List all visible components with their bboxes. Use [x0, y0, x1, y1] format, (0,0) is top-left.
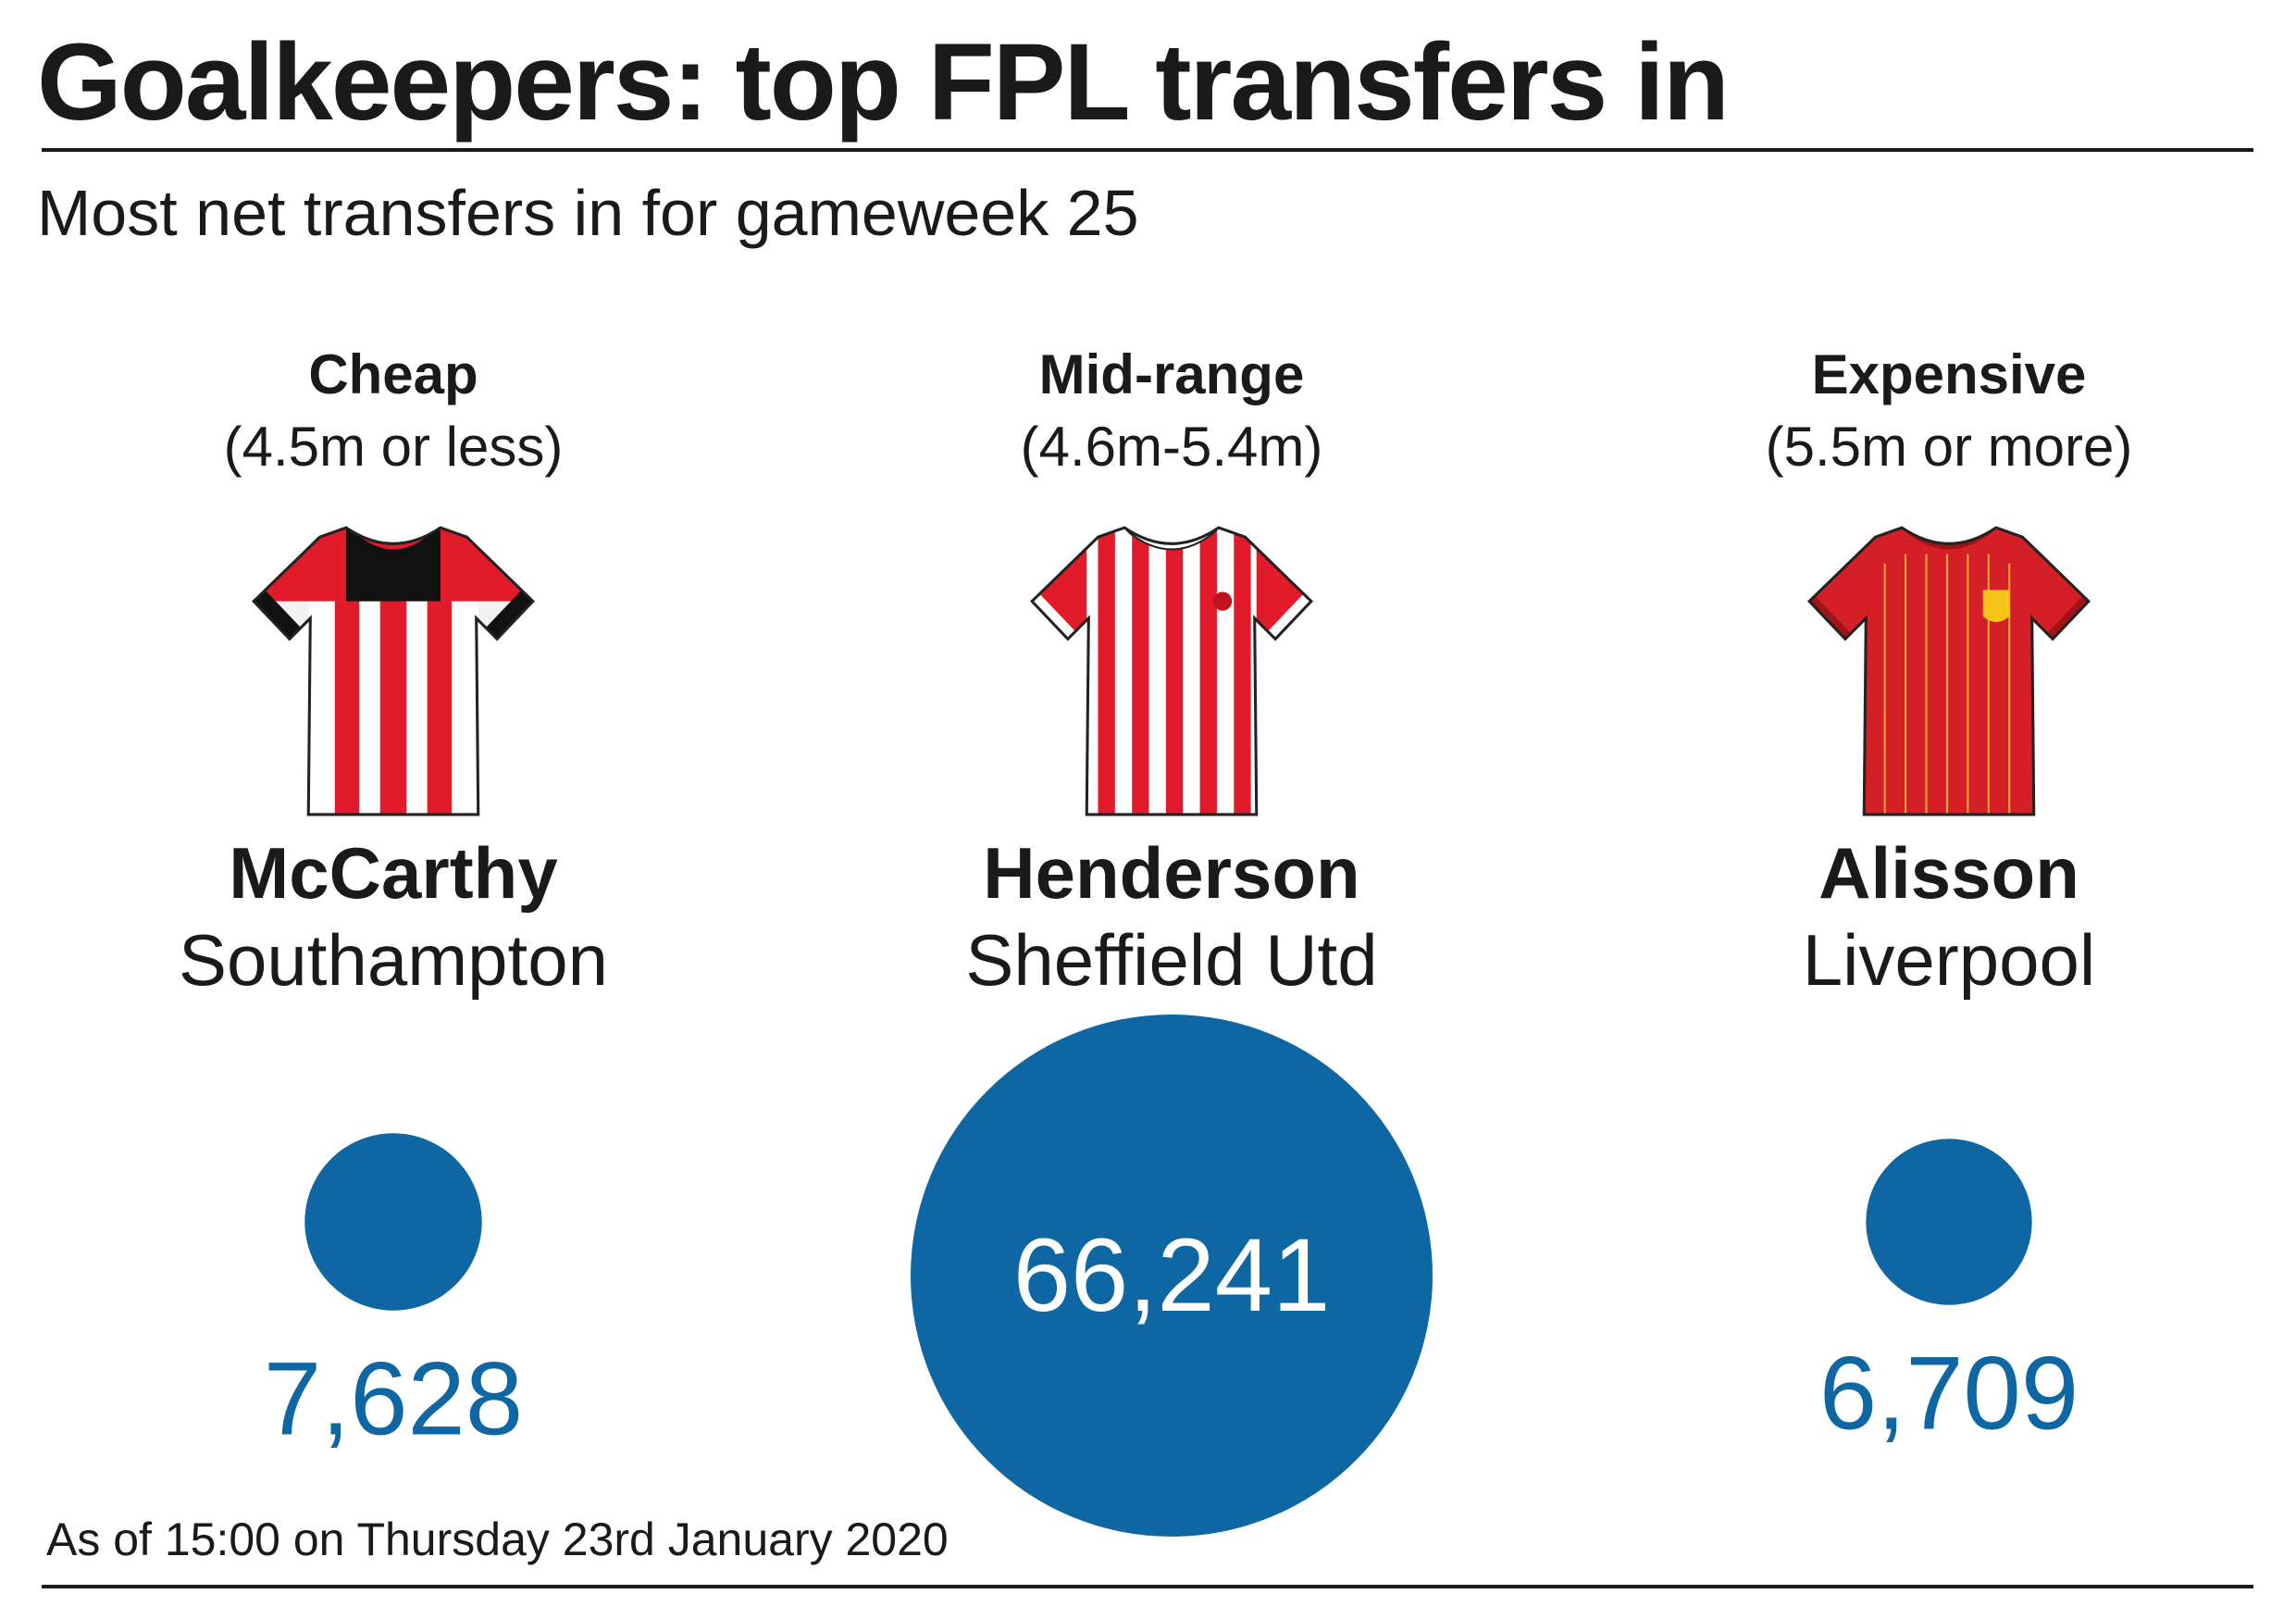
price-band-range: (4.6m-5.4m)	[1020, 416, 1323, 478]
price-band-label: Expensive	[1811, 343, 2087, 405]
player-name: Alisson	[1818, 832, 2079, 914]
bubble-alisson	[1866, 1139, 2032, 1305]
price-band-label: Cheap	[308, 343, 478, 405]
chart-title: Goalkeepers: top FPL transfers in	[37, 21, 1730, 143]
title-divider	[42, 148, 2253, 152]
player-name: Henderson	[983, 832, 1360, 914]
footer-divider	[42, 1585, 2253, 1588]
chart-subtitle: Most net transfers in for gameweek 25	[37, 177, 1139, 249]
bubble-mccarthy	[304, 1133, 482, 1311]
team-name: Sheffield Utd	[965, 919, 1378, 1001]
team-name: Southampton	[178, 919, 608, 1001]
liverpool-shirt-icon	[1807, 526, 2091, 816]
value-label-alisson: 6,709	[1819, 1336, 2079, 1451]
price-band-label: Mid-range	[1038, 343, 1305, 405]
southampton-shirt-icon	[252, 526, 535, 816]
footnote-timestamp: As of 15:00 on Thursday 23rd January 202…	[46, 1513, 949, 1565]
value-label-henderson: 66,241	[1013, 1217, 1331, 1333]
price-band-range: (4.5m or less)	[223, 416, 564, 478]
team-name: Liverpool	[1802, 919, 2096, 1001]
player-name: McCarthy	[229, 832, 558, 914]
bubble-henderson	[911, 1015, 1433, 1537]
price-band-range: (5.5m or more)	[1765, 416, 2133, 478]
sheffield-utd-shirt-icon	[1030, 526, 1313, 816]
value-label-mccarthy: 7,628	[264, 1341, 523, 1457]
